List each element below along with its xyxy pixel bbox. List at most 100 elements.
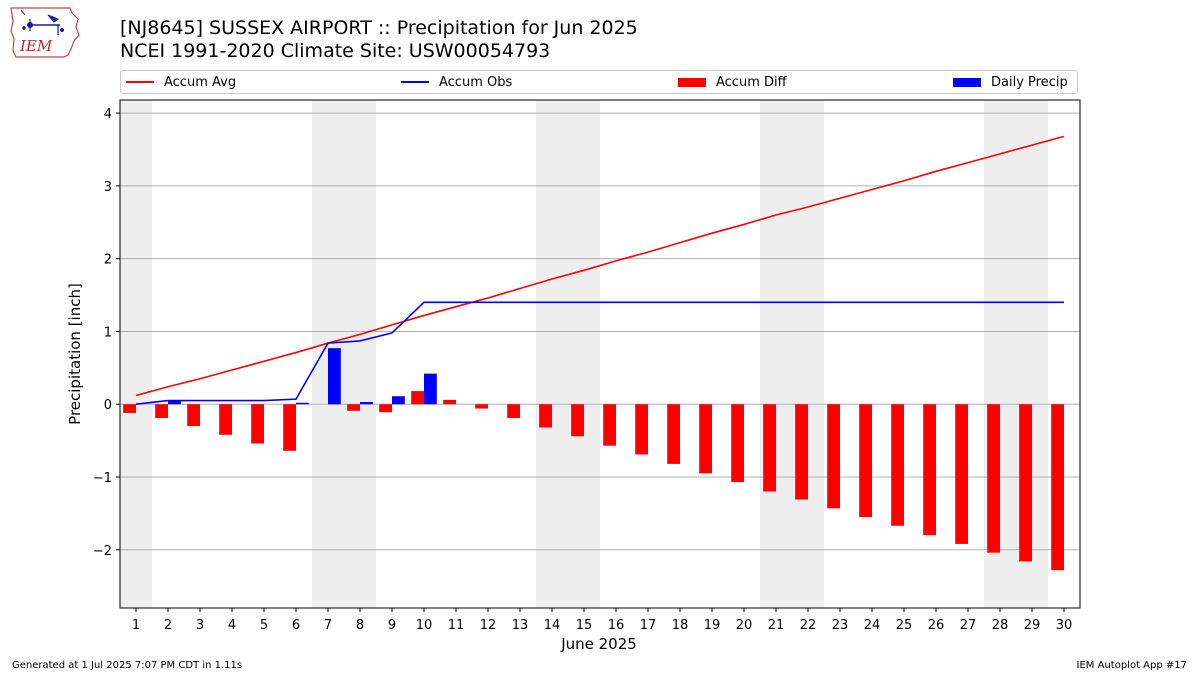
x-tick-label: 29 (1024, 618, 1041, 633)
x-tick-label: 12 (480, 618, 497, 633)
accum-diff-bar (923, 404, 936, 536)
weekend-shade (536, 100, 600, 608)
y-tick-label: 4 (104, 107, 112, 122)
x-tick-label: 15 (576, 618, 593, 633)
y-axis-label: Precipitation [inch] (66, 283, 84, 425)
accum-diff-bar (667, 404, 680, 464)
legend-label-daily-precip: Daily Precip (991, 74, 1068, 90)
weekend-shade (120, 100, 152, 608)
x-tick-label: 4 (228, 618, 236, 633)
y-tick-label: −2 (93, 544, 112, 559)
x-tick-label: 18 (672, 618, 689, 633)
accum-diff-bar (987, 404, 1000, 553)
x-tick-label: 1 (132, 618, 140, 633)
legend-swatch-accum-obs (401, 81, 429, 83)
legend-label-accum-diff: Accum Diff (716, 74, 787, 90)
footer-generated-text: Generated at 1 Jul 2025 7:07 PM CDT in 1… (12, 660, 243, 671)
x-tick-label: 16 (608, 618, 625, 633)
x-tick-label: 19 (704, 618, 721, 633)
accum-diff-bar (155, 404, 168, 419)
x-tick-label: 8 (356, 618, 364, 633)
accum-diff-bar (379, 404, 392, 413)
grid-layer (120, 112, 1080, 551)
y-tick-label: 0 (104, 398, 112, 413)
y-tick-label: −1 (93, 471, 112, 486)
legend-item-accum-avg: Accum Avg (126, 71, 236, 93)
accum-diff-bar (603, 404, 616, 446)
x-tick-label: 13 (512, 618, 529, 633)
accum-diff-bar (1051, 404, 1064, 571)
daily-precip-bar (360, 402, 373, 405)
x-tick-label: 23 (832, 618, 849, 633)
weekend-shade (760, 100, 824, 608)
accum-diff-bar (443, 399, 456, 405)
accum-diff-bar (283, 404, 296, 451)
accum-diff-bar (219, 404, 232, 435)
daily-precip-bar (424, 373, 437, 405)
x-tick-label: 5 (260, 618, 268, 633)
legend-label-accum-obs: Accum Obs (439, 74, 513, 90)
accum-diff-bar (699, 404, 712, 474)
accum-diff-bar (891, 404, 904, 526)
chart-title: [NJ8645] SUSSEX AIRPORT :: Precipitation… (120, 17, 638, 39)
accum-diff-bar (475, 404, 488, 409)
accum-diff-bar (539, 404, 552, 428)
daily-precip-bar (392, 396, 405, 405)
x-tick-label: 24 (864, 618, 881, 633)
accum-obs-line (135, 301, 1064, 406)
x-tick-label: 26 (928, 618, 945, 633)
line-layer (135, 135, 1065, 406)
x-tick-label: 11 (448, 618, 465, 633)
accum-diff-bar (859, 404, 872, 518)
bar-layer (123, 348, 1064, 571)
x-tick-label: 6 (292, 618, 300, 633)
accum-diff-bar (731, 404, 744, 483)
x-tick-label: 21 (768, 618, 785, 633)
legend-item-accum-diff: Accum Diff (678, 71, 787, 93)
weekend-shading-layer (120, 100, 1048, 608)
legend-label-accum-avg: Accum Avg (164, 74, 237, 90)
plot-frame (119, 99, 1081, 609)
accum-diff-bar (1019, 404, 1032, 562)
accum-diff-bar (955, 404, 968, 544)
accum-diff-bar (507, 404, 520, 419)
accum-diff-bar (251, 404, 264, 444)
accum-diff-bar (123, 404, 136, 413)
legend-swatch-accum-diff (678, 77, 706, 87)
logo-text: IEM (19, 37, 53, 55)
x-tick-label: 2 (164, 618, 172, 633)
x-tick-label: 10 (416, 618, 433, 633)
accum-diff-bar (187, 404, 200, 427)
x-tick-label: 14 (544, 618, 561, 633)
x-tick-label: 28 (992, 618, 1009, 633)
x-tick-label: 9 (388, 618, 396, 633)
x-axis-label: June 2025 (560, 635, 637, 653)
daily-precip-bar (328, 348, 341, 405)
x-tick-label: 25 (896, 618, 913, 633)
x-tick-label: 20 (736, 618, 753, 633)
legend-item-accum-obs: Accum Obs (401, 71, 512, 93)
x-tick-label: 22 (800, 618, 817, 633)
accum-diff-bar (763, 404, 776, 492)
legend-swatch-daily-precip (953, 77, 981, 87)
accum-diff-bar (795, 404, 808, 500)
x-tick-label: 7 (324, 618, 332, 633)
iem-logo: IEM (10, 7, 80, 58)
accum-diff-bar (571, 404, 584, 437)
accum-diff-bar (827, 404, 840, 509)
accum-avg-line (135, 135, 1065, 397)
y-tick-label: 3 (104, 180, 112, 195)
accum-diff-bar (411, 391, 424, 405)
legend-item-daily-precip: Daily Precip (953, 71, 1068, 93)
weather-station-icon (20, 9, 64, 35)
x-tick-label: 27 (960, 618, 977, 633)
chart-legend: Accum Avg Accum Obs Accum Diff Daily Pre… (120, 70, 1078, 94)
daily-precip-bar (168, 400, 181, 405)
daily-precip-bar (296, 402, 309, 405)
x-tick-label: 30 (1056, 618, 1073, 633)
accum-diff-bar (347, 404, 360, 411)
x-tick-label: 17 (640, 618, 657, 633)
accum-diff-bar (635, 404, 648, 455)
